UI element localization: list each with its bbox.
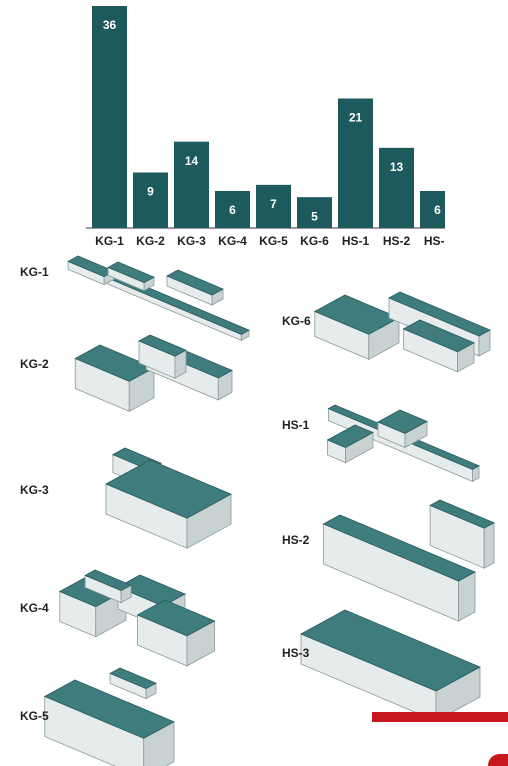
data-label: 36	[103, 18, 117, 32]
roof	[429, 499, 495, 529]
wall	[483, 522, 495, 569]
bar	[174, 141, 209, 228]
roof	[84, 569, 132, 592]
data-label: 21	[349, 111, 363, 125]
accent-shape	[488, 754, 508, 766]
roof	[322, 514, 476, 582]
building-label: HS-1	[282, 418, 310, 432]
building-label: KG-2	[20, 357, 49, 371]
data-label: 6	[434, 203, 441, 217]
x-tick-label: KG-5	[259, 234, 288, 248]
roof	[388, 291, 491, 337]
building-illustrations	[43, 255, 495, 766]
bar	[256, 184, 291, 228]
data-label: 5	[311, 209, 318, 223]
roof	[74, 344, 155, 382]
x-tick-label: HS-2	[383, 234, 411, 248]
roof	[109, 667, 157, 690]
data-label: 9	[147, 185, 154, 199]
roof	[377, 409, 428, 434]
roof	[107, 261, 155, 284]
x-tick-label: KG-1	[95, 234, 124, 248]
building-label: KG-3	[20, 483, 49, 497]
bar	[92, 6, 127, 228]
roof	[138, 334, 187, 357]
building-label: HS-3	[282, 646, 310, 660]
bar	[420, 191, 445, 228]
x-tick-label: KG-3	[177, 234, 206, 248]
data-label: 14	[185, 154, 199, 168]
accent-bar	[372, 712, 508, 722]
roof	[43, 679, 175, 739]
data-label: 7	[270, 197, 277, 211]
bar	[133, 172, 168, 228]
bar	[379, 147, 414, 228]
x-tick-label: HS-1	[342, 234, 370, 248]
data-label: 13	[390, 160, 404, 174]
data-label: 6	[229, 203, 236, 217]
bar	[215, 191, 250, 228]
bar	[297, 197, 332, 228]
building-label: KG-6	[282, 314, 311, 328]
roof	[67, 255, 115, 278]
building-labels: KG-1 KG-2 KG-3 KG-4 KG-5 KG-6 HS-1 HS-2 HS-3	[20, 265, 311, 723]
building-label: KG-4	[20, 601, 49, 615]
roof	[136, 599, 216, 637]
building-label: HS-2	[282, 533, 310, 547]
x-tick-label: KG-2	[136, 234, 165, 248]
bar	[338, 98, 373, 228]
bar-chart: 36 KG-1 9 KG-2 14 KG-3 6 KG-4 7 KG-5 5 KG-6 21 HS-1 13…	[86, 6, 452, 248]
roof	[402, 319, 475, 353]
building-label: KG-5	[20, 709, 49, 723]
roof	[313, 294, 400, 335]
roof	[166, 269, 224, 296]
roof	[326, 424, 374, 449]
roof	[300, 609, 481, 692]
x-tick-label: HS-3	[424, 234, 452, 248]
building-label: KG-1	[20, 265, 49, 279]
x-tick-label: KG-6	[300, 234, 329, 248]
roof	[105, 459, 232, 519]
x-tick-label: KG-4	[218, 234, 247, 248]
